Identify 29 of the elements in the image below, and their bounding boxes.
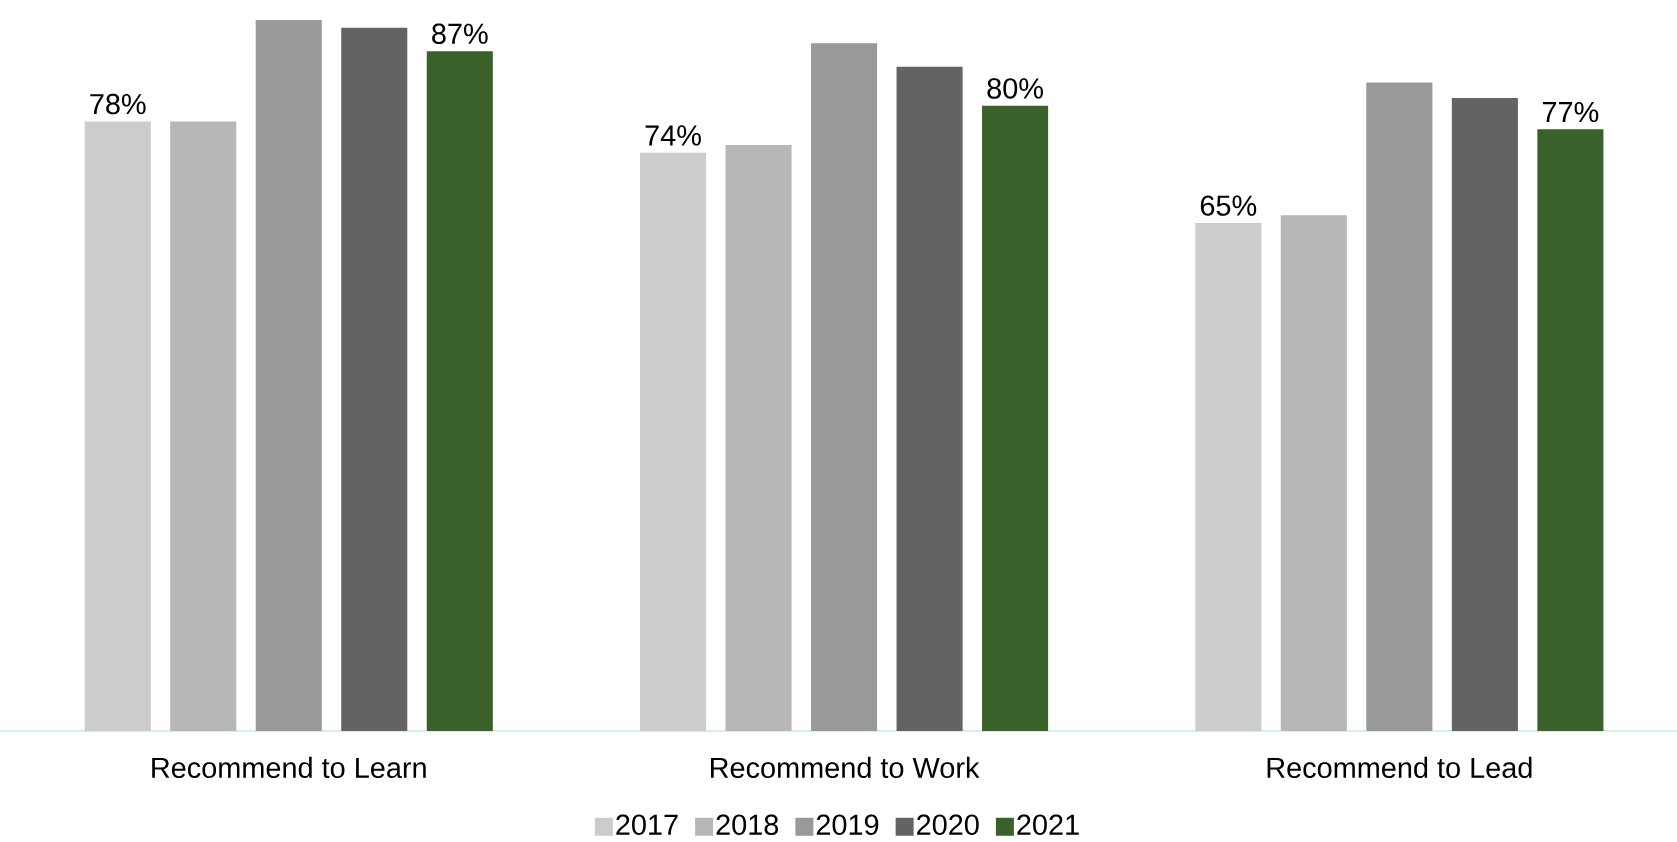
bar	[341, 27, 408, 731]
legend-label: 2019	[816, 814, 879, 835]
bar	[1280, 215, 1347, 731]
bar	[639, 152, 707, 731]
bar	[1195, 223, 1262, 731]
x-tick-label: Recommend to Learn	[152, 756, 426, 779]
bar	[811, 43, 878, 731]
bar	[982, 105, 1049, 731]
data-label: 74%	[645, 125, 701, 146]
legend-label: 2017	[616, 814, 678, 835]
bar	[725, 144, 792, 731]
data-label: 78%	[90, 93, 146, 115]
x-tick-label: Recommend to Lead	[1267, 756, 1532, 779]
bar	[426, 51, 493, 731]
bar	[1366, 82, 1433, 731]
x-tick-label: Recommend to Work	[711, 756, 980, 779]
data-label: 80%	[987, 78, 1043, 99]
legend-label: 2020	[917, 814, 979, 835]
data-label: 77%	[1542, 101, 1599, 123]
legend-label: 2021	[1017, 814, 1079, 835]
bar	[896, 66, 963, 731]
bar	[84, 121, 151, 731]
bar	[170, 121, 237, 731]
bar	[1537, 129, 1604, 731]
data-label: 87%	[432, 23, 488, 44]
bar	[1451, 98, 1518, 731]
legend-label: 2018	[716, 814, 779, 835]
data-label: 65%	[1200, 195, 1257, 216]
bar	[255, 19, 322, 731]
